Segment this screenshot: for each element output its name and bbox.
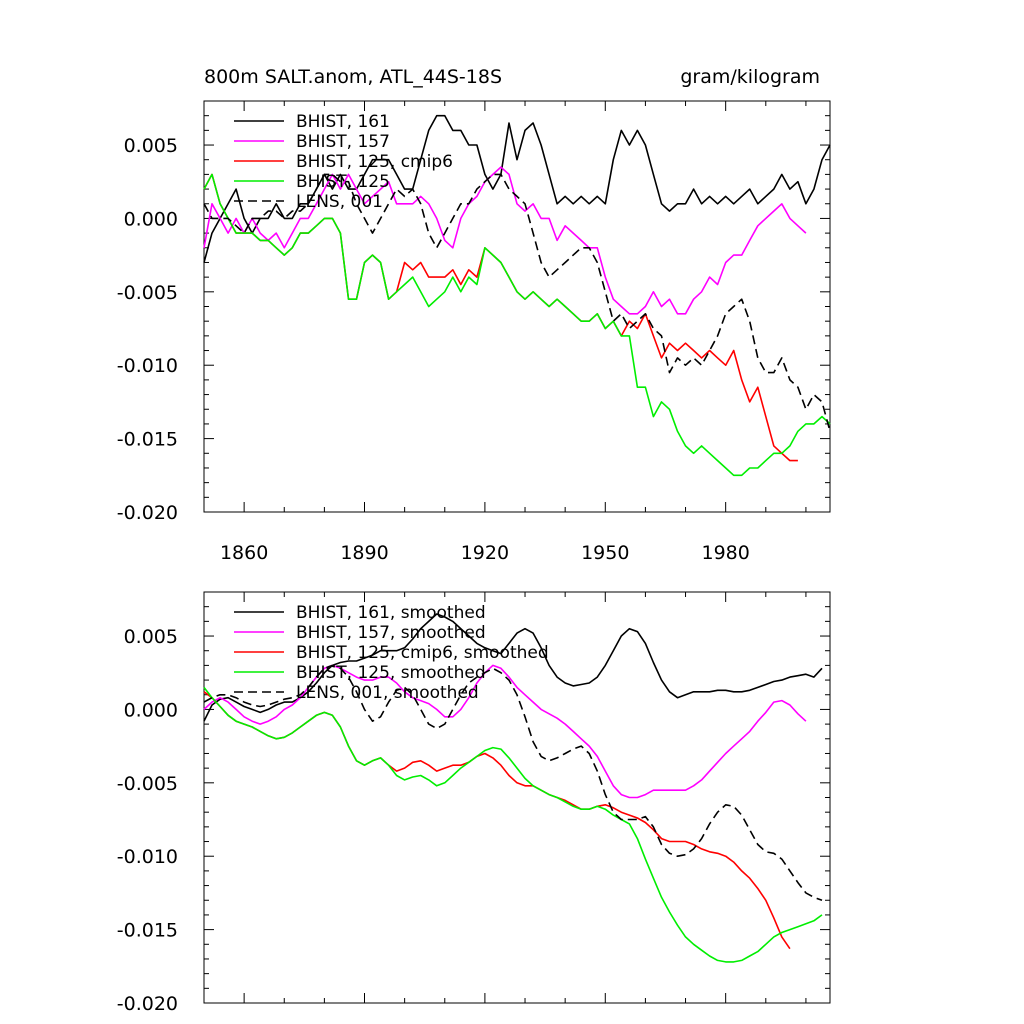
y-tick-label: -0.020 — [117, 502, 178, 524]
y-tick-label: -0.015 — [117, 920, 178, 942]
x-tick-label: 1920 — [461, 542, 509, 564]
legend-entry: BHIST, 125, smoothed — [296, 663, 486, 683]
legend-entry: BHIST, 125, cmip6, smoothed — [296, 643, 549, 663]
legend-entry: BHIST, 125 — [296, 172, 390, 192]
bottom-panel: -0.020 -0.015 -0.010 -0.005 0.000 0.005 BHIST,… — [117, 591, 831, 1015]
y-tick-label: 0.005 — [124, 135, 178, 157]
legend-entry: LENS, 001, smoothed — [296, 683, 479, 703]
x-tick-label: 1890 — [340, 542, 388, 564]
series-line — [203, 686, 823, 963]
series-line — [203, 613, 823, 722]
chart-title: 800m SALT.anom, ATL_44S-18S — [204, 66, 502, 88]
series-line — [203, 173, 831, 477]
series-line — [203, 166, 807, 315]
y-tick-label: 0.000 — [124, 208, 178, 230]
legend-entry: BHIST, 157, smoothed — [296, 623, 486, 643]
legend-entry: BHIST, 161 — [296, 112, 390, 132]
legend-entry: LENS, 001 — [296, 192, 383, 212]
y-tick-label: -0.015 — [117, 429, 178, 451]
y-tick-label: 0.000 — [124, 699, 178, 721]
y-tick-label: -0.005 — [117, 773, 178, 795]
series-line — [203, 691, 791, 950]
top-panel: 800m SALT.anom, ATL_44S-18S gram/kilogram… — [117, 66, 831, 564]
legend-entry: BHIST, 125, cmip6 — [296, 152, 453, 172]
series-line — [203, 114, 831, 263]
x-tick-label: 1980 — [701, 542, 749, 564]
y-tick-label: -0.010 — [117, 355, 178, 377]
y-tick-label: -0.005 — [117, 282, 178, 304]
y-tick-label: -0.010 — [117, 846, 178, 868]
units-label: gram/kilogram — [680, 66, 820, 88]
series-line — [203, 173, 831, 432]
x-tick-label: 1950 — [581, 542, 629, 564]
series-line — [203, 664, 823, 902]
legend-entry: BHIST, 157 — [296, 132, 390, 152]
x-tick-label: 1860 — [220, 542, 268, 564]
series-line — [203, 664, 807, 799]
y-tick-label: -0.020 — [117, 993, 178, 1015]
legend-entry: BHIST, 161, smoothed — [296, 603, 486, 623]
y-tick-label: 0.005 — [124, 626, 178, 648]
